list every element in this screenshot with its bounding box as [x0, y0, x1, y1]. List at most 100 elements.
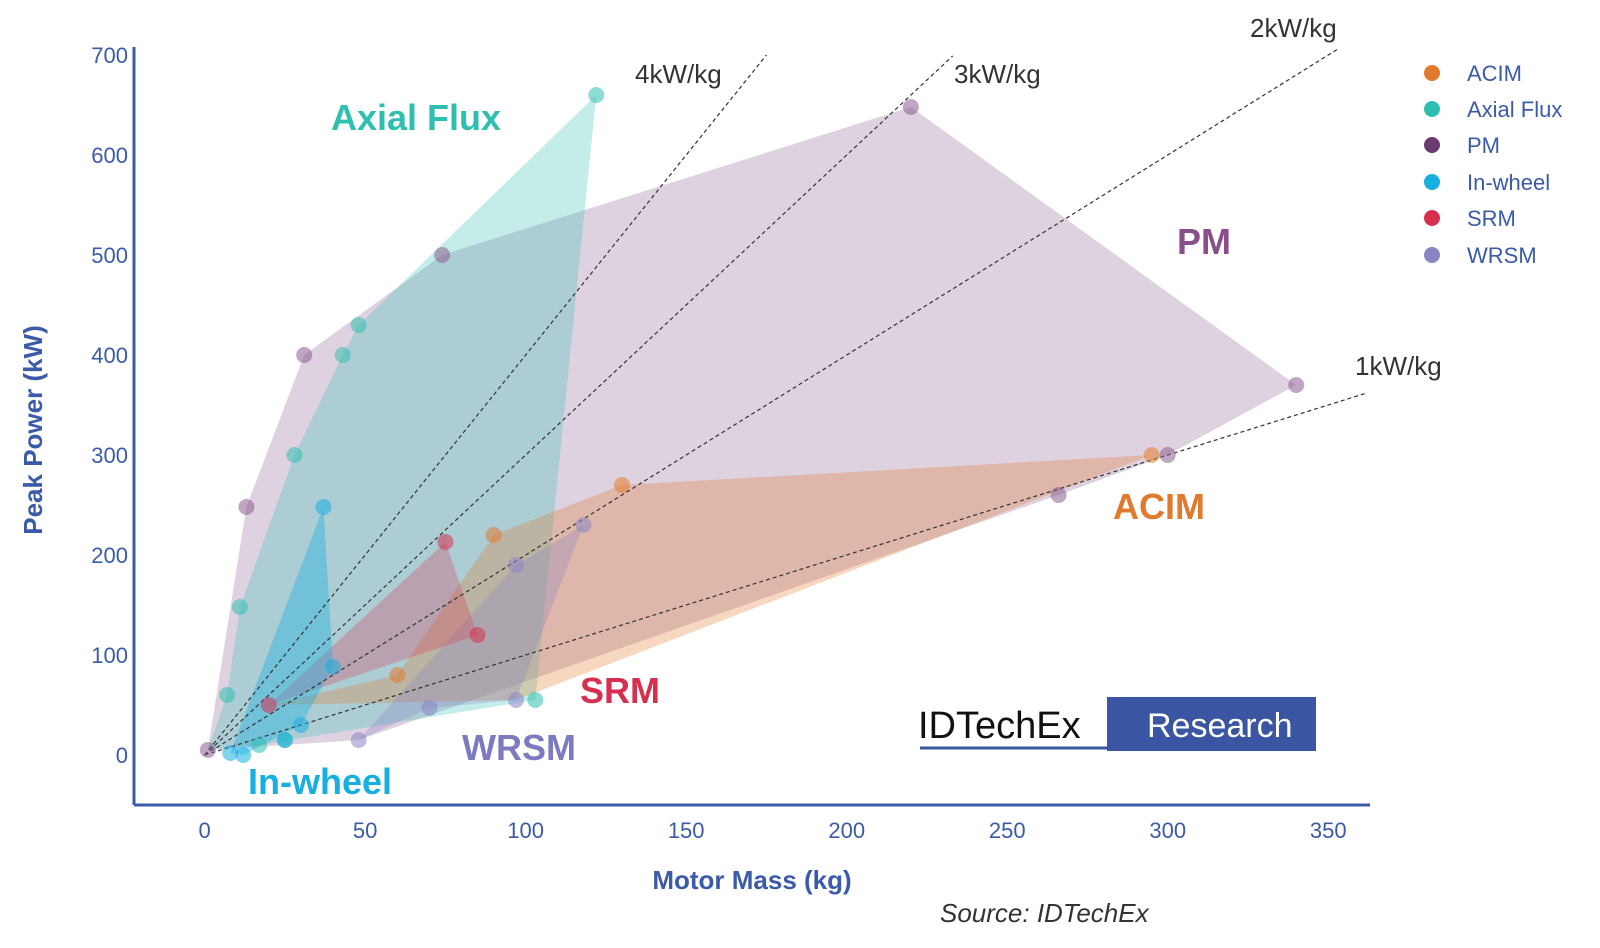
ref-label-2kw: 2kW/kg — [1250, 13, 1337, 43]
series-label-pm: PM — [1177, 221, 1231, 262]
point-srm-1[interactable] — [437, 534, 454, 550]
series-label-in-wheel: In-wheel — [248, 761, 392, 802]
point-axial-flux-2[interactable] — [286, 447, 303, 463]
point-in-wheel-5[interactable] — [325, 659, 341, 675]
logo-tag: Research — [1147, 707, 1293, 745]
ref-line-4kw-kg — [204, 54, 767, 756]
ref-label-1kw: 1kW/kg — [1355, 351, 1442, 381]
x-tick-labels: 0 50 100 150 200 250 300 350 — [199, 818, 1347, 843]
legend-item-axial-flux[interactable]: Axial Flux — [1424, 97, 1562, 122]
legend-label-acim: ACIM — [1467, 61, 1522, 86]
idtechex-logo: IDTechEx Research — [918, 697, 1316, 751]
logo-name: IDTechEx — [918, 705, 1081, 747]
x-tick-350: 350 — [1310, 818, 1347, 843]
series-label-wrsm: WRSM — [462, 727, 576, 768]
legend-item-wrsm[interactable]: WRSM — [1424, 243, 1537, 268]
legend-label-in-wheel: In-wheel — [1467, 170, 1550, 195]
data-points — [199, 87, 1305, 763]
point-axial-flux-1[interactable] — [231, 599, 248, 615]
point-pm-3[interactable] — [434, 247, 451, 263]
point-axial-flux-5[interactable] — [588, 87, 605, 103]
legend-label-pm: PM — [1467, 133, 1500, 158]
legend-label-srm: SRM — [1467, 206, 1516, 231]
point-pm-6[interactable] — [1159, 447, 1176, 463]
area-axial-flux — [207, 95, 597, 750]
area-in-wheel — [230, 507, 333, 755]
x-tick-50: 50 — [353, 818, 377, 843]
y-tick-700: 700 — [91, 43, 128, 68]
point-in-wheel-3[interactable] — [292, 717, 309, 733]
y-tick-labels: 0 100 200 300 400 500 600 700 — [91, 43, 128, 768]
x-tick-300: 300 — [1149, 818, 1186, 843]
y-tick-400: 400 — [91, 343, 128, 368]
point-pm-1[interactable] — [238, 499, 255, 515]
point-axial-flux-6[interactable] — [527, 692, 544, 708]
y-tick-200: 200 — [91, 543, 128, 568]
series-label-axial-flux: Axial Flux — [331, 97, 501, 138]
point-acim-2[interactable] — [614, 477, 630, 493]
y-tick-100: 100 — [91, 643, 128, 668]
ref-line-2kw-kg — [204, 48, 1339, 756]
area-acim — [268, 455, 1152, 705]
source-note: Source: IDTechEx — [940, 898, 1150, 928]
point-srm-0[interactable] — [260, 697, 277, 713]
y-tick-600: 600 — [91, 143, 128, 168]
ref-label-4kw: 4kW/kg — [635, 59, 722, 89]
point-acim-0[interactable] — [389, 667, 406, 683]
axes — [132, 47, 1370, 807]
x-tick-150: 150 — [668, 818, 705, 843]
point-wrsm-1[interactable] — [421, 700, 438, 716]
x-tick-0: 0 — [199, 818, 211, 843]
point-wrsm-4[interactable] — [508, 557, 524, 573]
area-srm — [268, 542, 478, 705]
point-pm-5[interactable] — [1288, 377, 1305, 393]
x-tick-100: 100 — [507, 818, 544, 843]
point-acim-3[interactable] — [1143, 447, 1160, 463]
legend-marker-pm — [1424, 137, 1440, 153]
series-label-srm: SRM — [580, 670, 660, 711]
ref-label-3kw: 3kW/kg — [954, 59, 1041, 89]
point-pm-0[interactable] — [199, 742, 216, 758]
point-in-wheel-4[interactable] — [315, 499, 332, 515]
legend-marker-srm — [1424, 210, 1440, 226]
point-axial-flux-0[interactable] — [219, 687, 236, 703]
y-tick-500: 500 — [91, 243, 128, 268]
series-label-acim: ACIM — [1113, 486, 1205, 527]
y-tick-0: 0 — [116, 743, 128, 768]
logo-tag-box — [1107, 697, 1316, 751]
x-axis-title: Motor Mass (kg) — [652, 865, 851, 895]
area-pm — [207, 107, 1297, 750]
reference-lines — [204, 48, 1367, 756]
point-acim-1[interactable] — [485, 527, 502, 543]
point-in-wheel-0[interactable] — [222, 745, 239, 761]
legend-item-in-wheel[interactable]: In-wheel — [1424, 170, 1550, 195]
legend-marker-axial-flux — [1424, 101, 1440, 117]
y-tick-300: 300 — [91, 443, 128, 468]
ref-line-3kw-kg — [204, 55, 954, 756]
x-tick-250: 250 — [989, 818, 1026, 843]
legend-item-srm[interactable]: SRM — [1424, 206, 1516, 231]
point-wrsm-3[interactable] — [575, 517, 592, 533]
legend-item-acim[interactable]: ACIM — [1424, 61, 1522, 86]
y-axis-title: Peak Power (kW) — [18, 325, 48, 535]
point-pm-7[interactable] — [1050, 487, 1067, 503]
point-pm-2[interactable] — [296, 347, 313, 363]
legend-marker-acim — [1424, 65, 1440, 81]
point-in-wheel-2[interactable] — [276, 732, 293, 748]
point-wrsm-0[interactable] — [350, 732, 367, 748]
legend: ACIM Axial Flux PM In-wheel SRM WRSM — [1424, 61, 1562, 268]
legend-label-wrsm: WRSM — [1467, 243, 1537, 268]
point-wrsm-2[interactable] — [508, 692, 524, 708]
legend-item-pm[interactable]: PM — [1424, 133, 1500, 158]
point-axial-flux-4[interactable] — [350, 317, 367, 333]
series-areas — [207, 95, 1297, 755]
point-srm-2[interactable] — [469, 627, 486, 643]
point-in-wheel-1[interactable] — [235, 747, 252, 763]
legend-label-axial-flux: Axial Flux — [1467, 97, 1562, 122]
x-tick-200: 200 — [828, 818, 865, 843]
point-axial-flux-7[interactable] — [251, 737, 268, 753]
legend-marker-in-wheel — [1424, 174, 1440, 190]
point-pm-4[interactable] — [902, 99, 919, 115]
point-axial-flux-3[interactable] — [334, 347, 351, 363]
